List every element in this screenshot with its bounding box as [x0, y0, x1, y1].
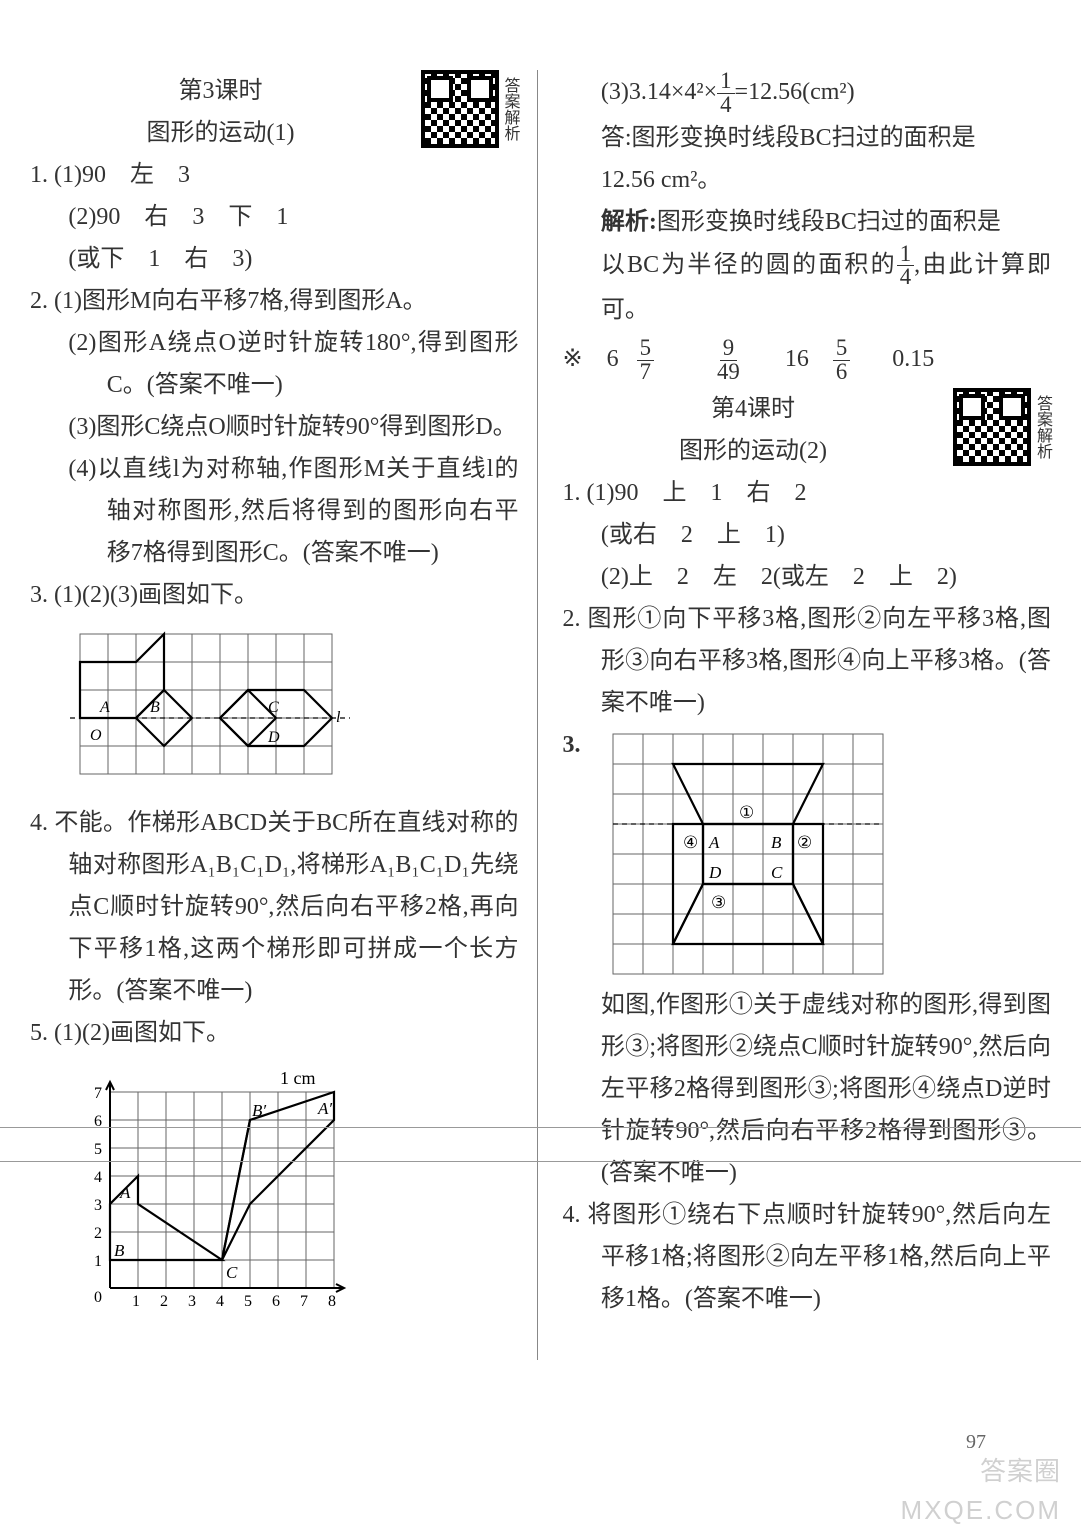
answer-line: 12.56 cm²。 — [563, 159, 1052, 201]
answer-line: (2)上 2 左 2(或左 2 上 2) — [563, 556, 1052, 598]
svg-text:3: 3 — [94, 1197, 102, 1214]
answer-line: 如图,作图形①关于虚线对称的图形,得到图形③;将图形②绕点C顺时针旋转90°,然… — [563, 984, 1052, 1194]
svg-text:①: ① — [739, 803, 754, 822]
answer-line: 1. (1)90 左 3 — [30, 154, 519, 196]
horizontal-rule — [0, 1127, 1081, 1128]
svg-text:C: C — [268, 699, 279, 716]
answer-line: 2. 图形①向下平移3格,图形②向左平移3格,图形③向右平移3格,图形④向上平移… — [563, 598, 1052, 724]
answer-line: 4. 不能。作梯形ABCD关于BC所在直线对称的轴对称图形A₁B₁C₁D₁,将梯… — [30, 802, 519, 1012]
svg-text:B: B — [771, 833, 782, 852]
svg-text:4: 4 — [216, 1293, 224, 1310]
svg-text:A: A — [99, 699, 110, 716]
svg-text:D: D — [267, 729, 280, 746]
qr-block: 答案解析 — [421, 70, 519, 148]
svg-text:B: B — [150, 699, 160, 716]
svg-text:0: 0 — [94, 1289, 102, 1306]
qr-block: 答案解析 — [953, 388, 1051, 466]
svg-text:6: 6 — [272, 1293, 280, 1310]
answer-line: (或下 1 右 3) — [30, 238, 519, 280]
svg-text:7: 7 — [300, 1293, 308, 1310]
qr-code-icon — [953, 388, 1031, 466]
q3-row: 3. — [563, 724, 1052, 984]
svg-text:1 cm: 1 cm — [280, 1068, 316, 1088]
answer-line: 4. 将图形①绕右下点顺时针旋转90°,然后向左平移1格;将图形②向左平移1格,… — [563, 1194, 1052, 1320]
svg-text:3: 3 — [188, 1293, 196, 1310]
lesson-number: 第3课时 — [30, 70, 411, 112]
svg-text:④: ④ — [683, 833, 698, 852]
answer-line: (3)3.14×4²×14=12.56(cm²) — [563, 70, 1052, 117]
analysis-line: 解析:图形变换时线段BC扫过的面积是 — [563, 201, 1052, 243]
lesson-title: 图形的运动(2) — [563, 430, 944, 472]
svg-text:2: 2 — [160, 1293, 168, 1310]
watermark-url: MXQE.COM — [901, 1495, 1061, 1526]
svg-text:A: A — [708, 833, 720, 852]
svg-text:2: 2 — [94, 1225, 102, 1242]
answer-line: (2)图形A绕点O逆时针旋转180°,得到图形C。(答案不唯一) — [30, 322, 519, 406]
svg-text:l: l — [336, 709, 341, 726]
answer-line: (或右 2 上 1) — [563, 514, 1052, 556]
qr-label: 答案解析 — [1033, 395, 1051, 459]
svg-text:B′: B′ — [252, 1101, 266, 1120]
lesson-header-left: 第3课时 图形的运动(1) 答案解析 — [30, 70, 519, 154]
answer-line: 5. (1)(2)画图如下。 — [30, 1012, 519, 1054]
qr-label: 答案解析 — [501, 77, 519, 141]
figure-2: 765 432 10 123 456 78 A B C B′ A′ 1 cm — [70, 1062, 519, 1312]
svg-text:5: 5 — [94, 1141, 102, 1158]
figure-1: A B C D O l — [70, 624, 519, 794]
svg-text:C: C — [771, 863, 783, 882]
left-column: 第3课时 图形的运动(1) 答案解析 1. (1)90 左 3 (2)90 右 … — [30, 70, 538, 1360]
svg-text:1: 1 — [132, 1293, 140, 1310]
svg-text:A′: A′ — [317, 1099, 332, 1118]
svg-text:5: 5 — [244, 1293, 252, 1310]
right-column: (3)3.14×4²×14=12.56(cm²) 答:图形变换时线段BC扫过的面… — [563, 70, 1052, 1360]
svg-text:B: B — [114, 1241, 125, 1260]
answer-line: 2. (1)图形M向右平移7格,得到图形A。 — [30, 280, 519, 322]
answer-line: (2)90 右 3 下 1 — [30, 196, 519, 238]
answer-line: 1. (1)90 上 1 右 2 — [563, 472, 1052, 514]
watermark-text: 答案圈 — [980, 1451, 1061, 1488]
svg-text:②: ② — [797, 833, 812, 852]
svg-text:A: A — [119, 1183, 131, 1202]
qr-code-icon — [421, 70, 499, 148]
svg-text:1: 1 — [94, 1253, 102, 1270]
horizontal-rule — [0, 1161, 1081, 1162]
answer-line: 3. (1)(2)(3)画图如下。 — [30, 574, 519, 616]
star-values: ※ 657 949 16 56 0.15 — [563, 337, 1052, 384]
svg-text:7: 7 — [94, 1085, 102, 1102]
lesson-number: 第4课时 — [563, 388, 944, 430]
answer-line: (3)图形C绕点O顺时针旋转90°得到图形D。 — [30, 406, 519, 448]
lesson-header-right: 第4课时 图形的运动(2) 答案解析 — [563, 388, 1052, 472]
svg-text:O: O — [90, 727, 102, 744]
svg-text:③: ③ — [711, 893, 726, 912]
svg-text:8: 8 — [328, 1293, 336, 1310]
two-column-layout: 第3课时 图形的运动(1) 答案解析 1. (1)90 左 3 (2)90 右 … — [30, 70, 1051, 1360]
figure-3: ① ② ④ ③ A B C D — [603, 724, 893, 984]
svg-text:4: 4 — [94, 1169, 102, 1186]
svg-text:D: D — [708, 863, 722, 882]
answer-line: (4)以直线l为对称轴,作图形M关于直线l的轴对称图形,然后将得到的图形向右平移… — [30, 448, 519, 574]
lesson-title: 图形的运动(1) — [30, 112, 411, 154]
analysis-line: 以BC为半径的圆的面积的14,由此计算即可。 — [563, 243, 1052, 332]
q3-label: 3. — [563, 724, 593, 766]
svg-text:C: C — [226, 1263, 238, 1282]
answer-line: 答:图形变换时线段BC扫过的面积是 — [563, 117, 1052, 159]
